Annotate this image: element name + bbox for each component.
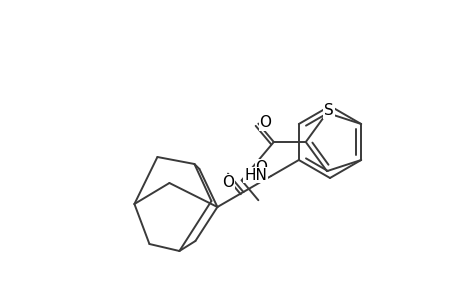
Text: S: S [323,103,333,118]
Text: HN: HN [244,167,267,182]
Text: O: O [255,160,267,175]
Text: O: O [259,115,271,130]
Text: O: O [222,175,234,190]
